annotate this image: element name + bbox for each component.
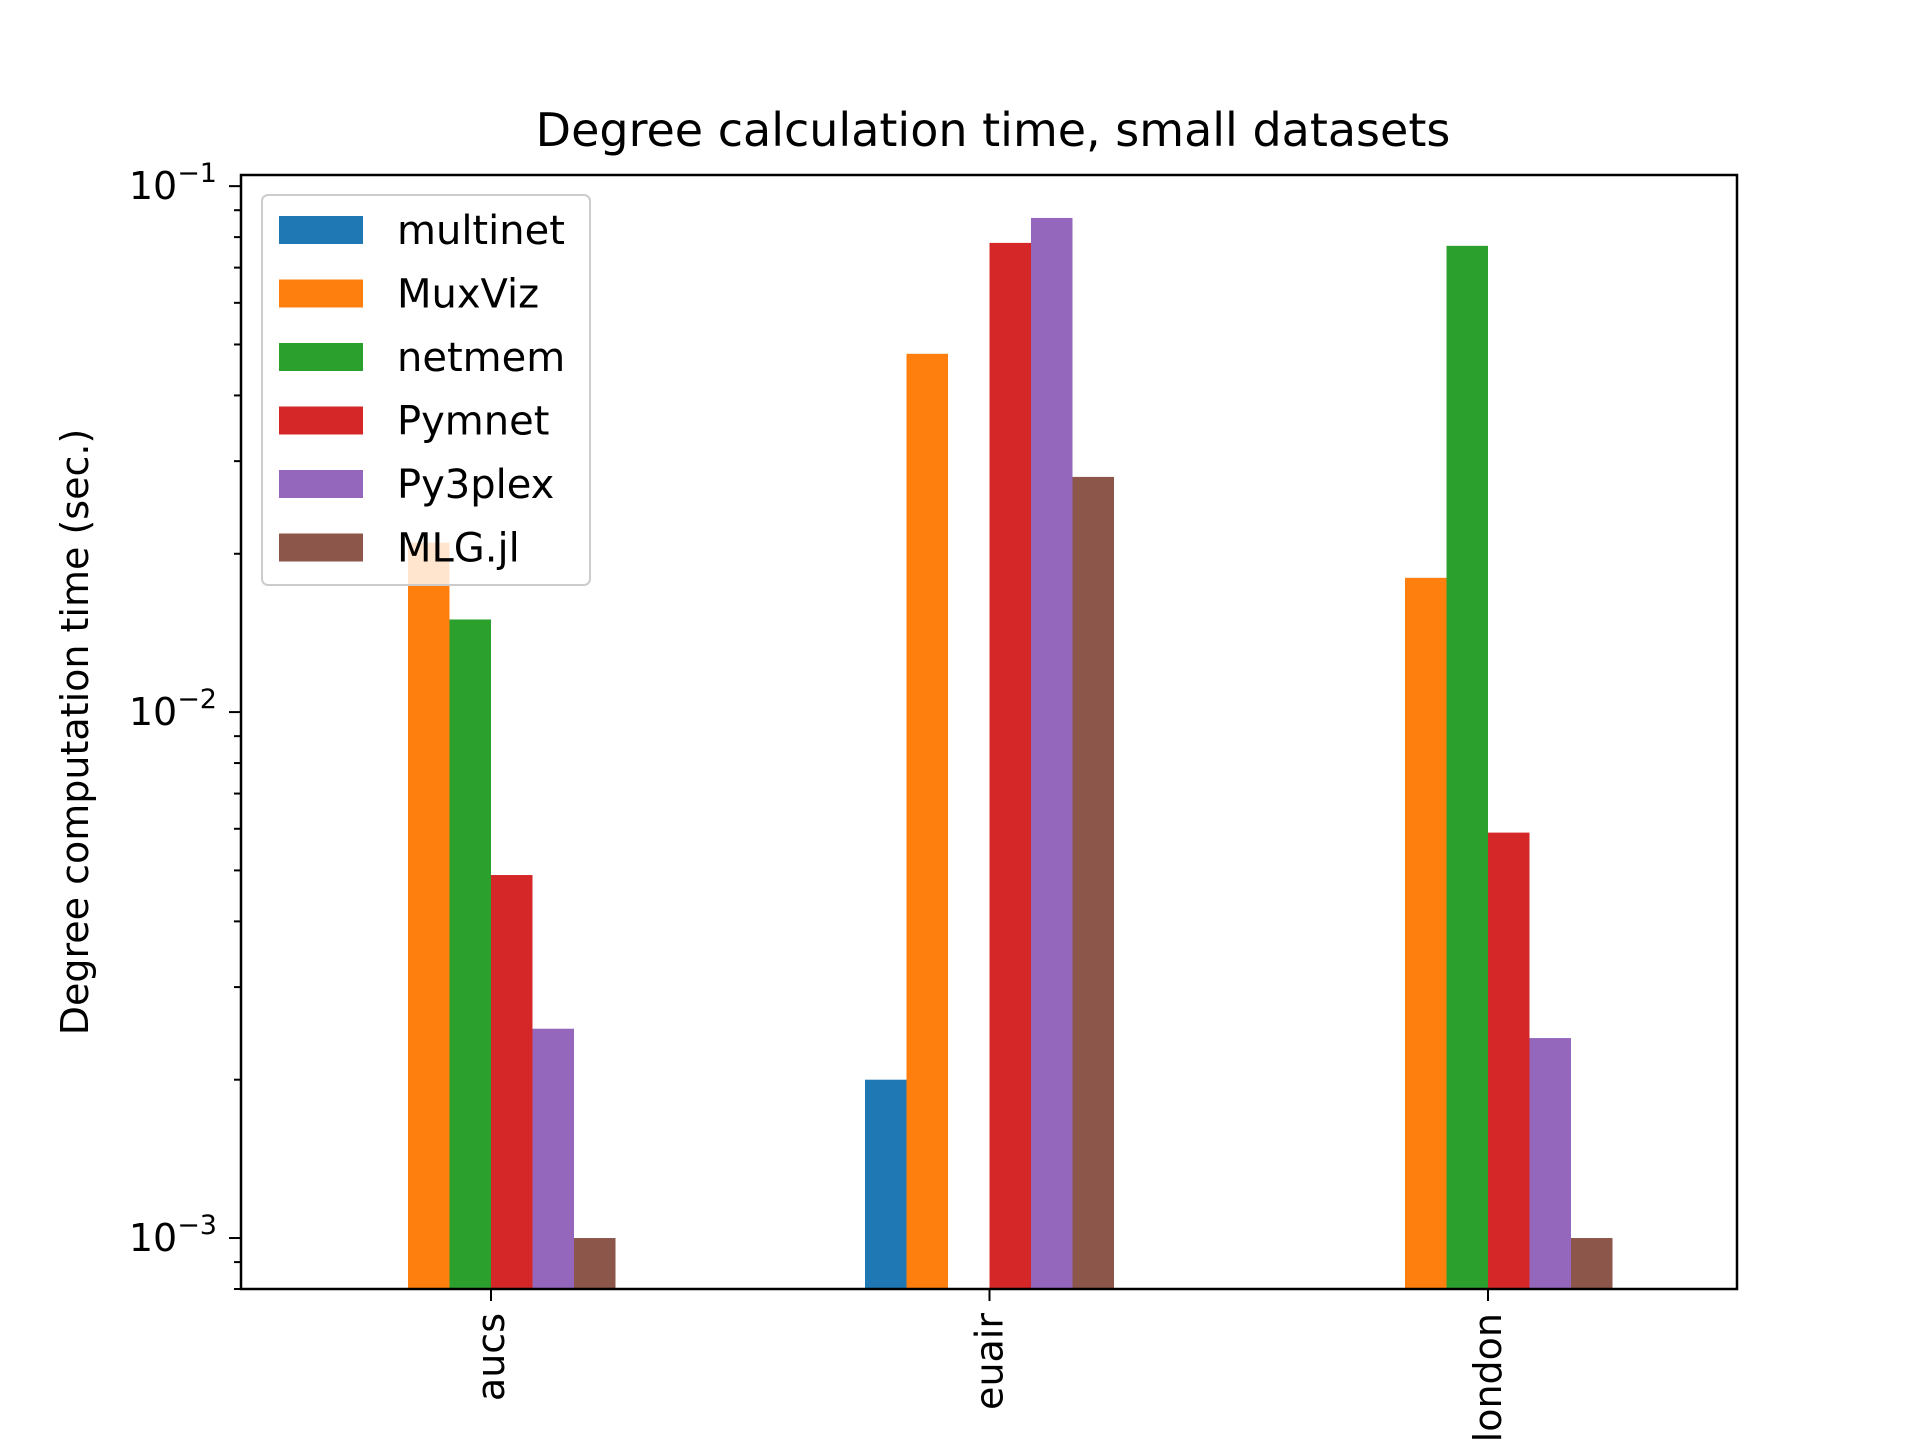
bar-netmem-london bbox=[1446, 245, 1488, 1290]
x-tick-label-london: london bbox=[1466, 1313, 1510, 1440]
y-tick-label: 10−1 bbox=[129, 158, 217, 208]
chart-title: Degree calculation time, small datasets bbox=[536, 103, 1451, 157]
bars-layer bbox=[408, 217, 1613, 1290]
bar-muxviz-aucs bbox=[408, 542, 450, 1289]
legend-swatch bbox=[279, 279, 363, 308]
bar-pymnet-aucs bbox=[491, 875, 533, 1289]
legend-label: MLG.jl bbox=[397, 526, 520, 572]
bar-muxviz-euair bbox=[906, 353, 948, 1289]
bar-py3plex-aucs bbox=[532, 1028, 574, 1289]
legend-swatch bbox=[279, 533, 363, 562]
bar-mlg-jl-london bbox=[1571, 1238, 1613, 1289]
bar-multinet-euair bbox=[865, 1079, 907, 1289]
y-tick-label: 10−2 bbox=[129, 684, 217, 734]
bar-pymnet-euair bbox=[989, 242, 1031, 1289]
legend-swatch bbox=[279, 470, 363, 498]
y-axis-label: Degree computation time (sec.) bbox=[53, 429, 97, 1036]
legend-label: MuxViz bbox=[397, 272, 539, 318]
legend-label: multinet bbox=[397, 208, 565, 254]
legend-label: netmem bbox=[397, 335, 565, 381]
bar-muxviz-london bbox=[1405, 577, 1447, 1289]
y-tick-label: 10−3 bbox=[129, 1210, 217, 1260]
bar-py3plex-euair bbox=[1031, 217, 1073, 1289]
y-axis: 10−1 10−2 10−3 bbox=[129, 158, 241, 1290]
legend-swatch bbox=[279, 216, 363, 244]
bar-mlg-jl-aucs bbox=[574, 1238, 616, 1289]
bar-mlg-jl-euair bbox=[1072, 476, 1114, 1290]
x-axis: aucs euair london bbox=[469, 1289, 1510, 1440]
bar-py3plex-london bbox=[1529, 1038, 1571, 1289]
x-tick-label-aucs: aucs bbox=[469, 1313, 513, 1401]
bar-netmem-aucs bbox=[449, 619, 491, 1289]
legend-swatch bbox=[279, 406, 363, 435]
bar-pymnet-london bbox=[1488, 832, 1530, 1289]
legend-swatch bbox=[279, 343, 363, 371]
x-tick-label-euair: euair bbox=[968, 1313, 1012, 1410]
legend-label: Pymnet bbox=[397, 399, 549, 445]
legend: multinet MuxViz netmem Pymnet Py3plex MLG.jl bbox=[261, 194, 591, 586]
legend-label: Py3plex bbox=[397, 462, 554, 508]
